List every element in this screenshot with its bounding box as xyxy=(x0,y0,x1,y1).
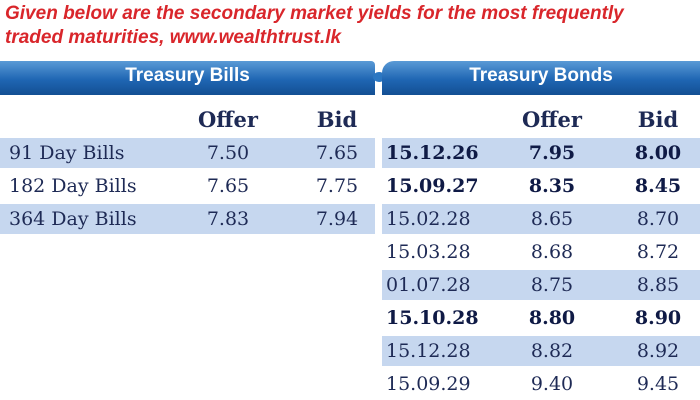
bond-offer: 8.82 xyxy=(530,340,574,362)
bond-bid: 8.92 xyxy=(636,340,680,362)
bond-maturity: 15.09.29 xyxy=(386,373,471,395)
bond-offer: 7.95 xyxy=(528,142,576,164)
table-row: 182 Day Bills 7.65 7.75 15.09.27 8.35 8.45 xyxy=(0,169,700,201)
table-row: 01.07.28 8.75 8.85 xyxy=(0,268,700,300)
bills-bid-column-header: Bid xyxy=(316,107,358,132)
bond-maturity: 15.09.27 xyxy=(386,175,479,197)
bills-row-band xyxy=(0,138,375,168)
bond-offer: 8.35 xyxy=(528,175,576,197)
intro-text: Given below are the secondary market yie… xyxy=(5,3,624,48)
bill-bid: 7.75 xyxy=(315,175,359,197)
table-row: 15.10.28 8.80 8.90 xyxy=(0,301,700,333)
bonds-row-band xyxy=(382,138,700,168)
table-row: 15.03.28 8.68 8.72 xyxy=(0,235,700,267)
bond-maturity: 01.07.28 xyxy=(386,274,471,296)
bond-bid: 8.45 xyxy=(634,175,682,197)
bond-maturity: 15.12.26 xyxy=(386,142,479,164)
bonds-row-band xyxy=(382,270,700,300)
bond-bid: 8.00 xyxy=(634,142,682,164)
treasury-bills-header: Treasury Bills xyxy=(0,61,375,95)
bond-offer: 8.75 xyxy=(530,274,574,296)
bond-offer: 8.80 xyxy=(528,307,576,329)
bill-bid: 7.94 xyxy=(315,208,359,230)
bond-offer: 9.40 xyxy=(530,373,574,395)
bond-maturity: 15.10.28 xyxy=(386,307,479,329)
bond-maturity: 15.12.28 xyxy=(386,340,471,362)
bonds-offer-column-header: Offer xyxy=(522,107,582,132)
bills-row-band xyxy=(0,204,375,234)
table-row: 15.12.28 8.82 8.92 xyxy=(0,334,700,366)
bond-maturity: 15.02.28 xyxy=(386,208,471,230)
bond-bid: 8.70 xyxy=(636,208,680,230)
bill-name: 91 Day Bills xyxy=(9,142,125,164)
bond-bid: 8.72 xyxy=(636,241,680,263)
treasury-bonds-header: Treasury Bonds xyxy=(382,61,700,95)
bill-offer: 7.65 xyxy=(206,175,250,197)
table-row: 91 Day Bills 7.50 7.65 15.12.26 7.95 8.00 xyxy=(0,136,700,168)
bond-bid: 9.45 xyxy=(636,373,680,395)
table-row: 364 Day Bills 7.83 7.94 15.02.28 8.65 8.70 xyxy=(0,202,700,234)
bill-name: 364 Day Bills xyxy=(9,208,137,230)
bonds-row-band xyxy=(382,336,700,366)
bond-bid: 8.90 xyxy=(634,307,682,329)
bonds-row-band xyxy=(382,204,700,234)
bond-offer: 8.68 xyxy=(530,241,574,263)
bills-offer-column-header: Offer xyxy=(198,107,258,132)
bill-offer: 7.83 xyxy=(206,208,250,230)
bill-offer: 7.50 xyxy=(206,142,250,164)
bond-maturity: 15.03.28 xyxy=(386,241,471,263)
table-row: 15.09.29 9.40 9.45 xyxy=(0,367,700,399)
bond-offer: 8.65 xyxy=(530,208,574,230)
bill-bid: 7.65 xyxy=(315,142,359,164)
bond-bid: 8.85 xyxy=(636,274,680,296)
bill-name: 182 Day Bills xyxy=(9,175,137,197)
header-divider xyxy=(373,72,385,82)
bonds-bid-column-header: Bid xyxy=(637,107,679,132)
